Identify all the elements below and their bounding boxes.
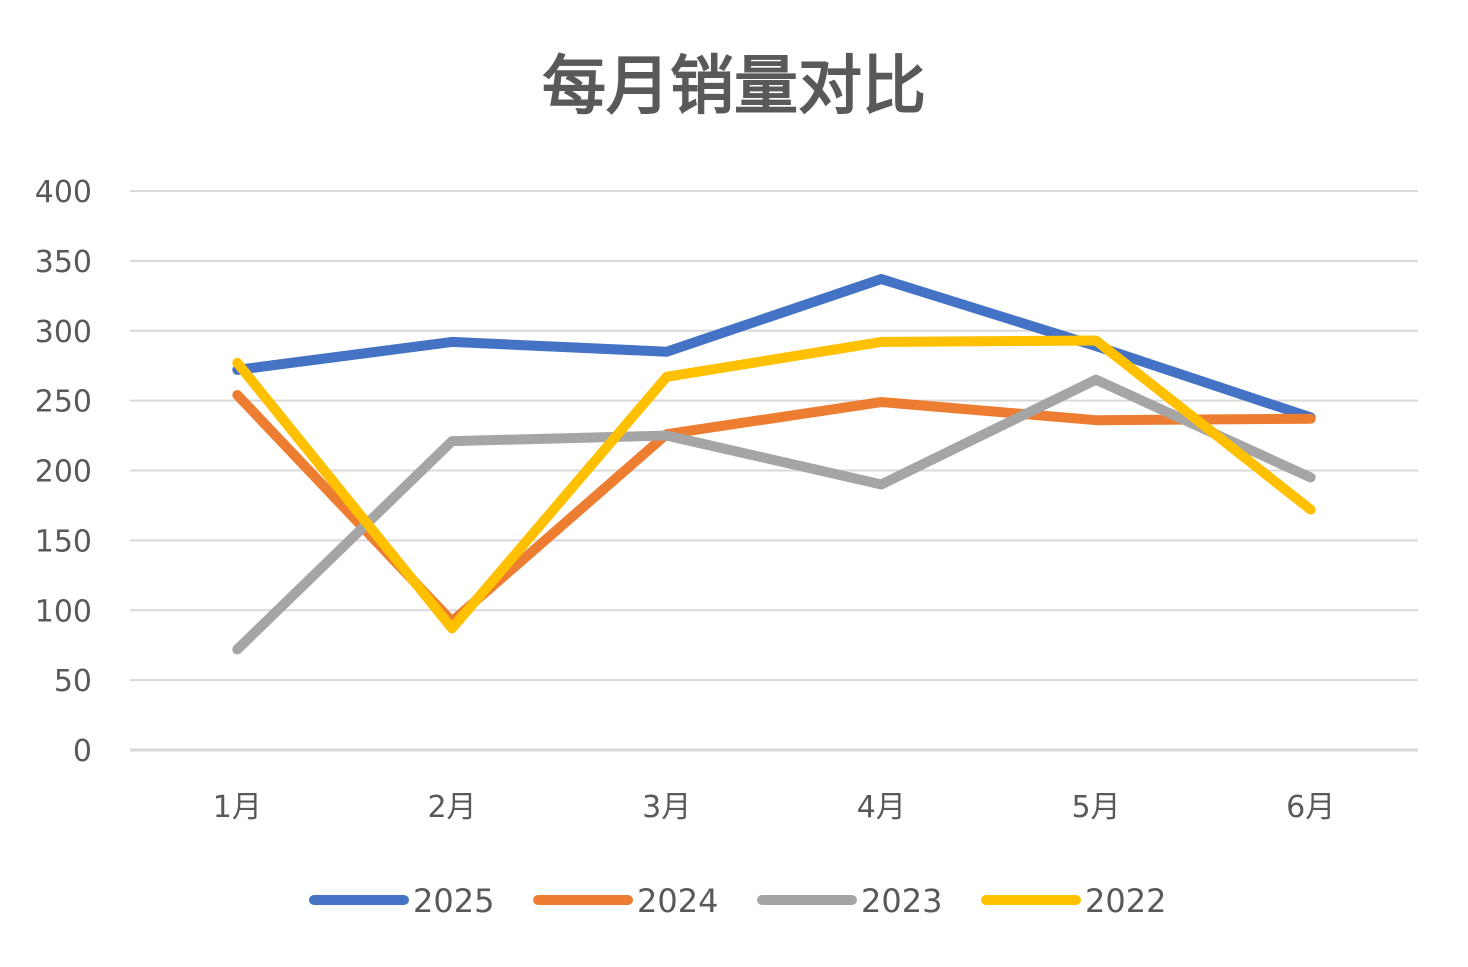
x-tick-label: 1月 [213,790,262,825]
y-axis-ticks: 0 50 100 150 200 250 300 350 400 [35,175,92,769]
legend: 2025 2024 2023 2022 [309,882,1166,920]
y-tick-label: 0 [73,734,92,769]
y-tick-label: 400 [35,175,92,210]
x-tick-label: 5月 [1071,790,1120,825]
y-tick-label: 350 [35,245,92,280]
series-lines [232,274,1316,655]
chart-title: 每月销量对比 [542,50,926,124]
y-tick-label: 250 [35,385,92,420]
x-axis-ticks: 1月 2月 3月 4月 5月 6月 [213,790,1335,825]
x-tick-label: 3月 [642,790,691,825]
y-tick-label: 300 [35,315,92,350]
legend-label-2025: 2025 [413,882,494,920]
series-line-2023 [232,374,1316,655]
y-tick-label: 100 [35,594,92,629]
y-tick-label: 200 [35,455,92,490]
series-line-2025 [232,274,1316,423]
series-line-2022 [232,335,1316,634]
y-tick-label: 150 [35,524,92,559]
legend-label-2023: 2023 [861,882,942,920]
x-tick-label: 6月 [1286,790,1335,825]
legend-label-2024: 2024 [637,882,718,920]
x-tick-label: 2月 [427,790,476,825]
legend-label-2022: 2022 [1085,882,1166,920]
y-tick-label: 50 [54,664,92,699]
x-tick-label: 4月 [857,790,906,825]
series-line-2024 [232,390,1316,627]
